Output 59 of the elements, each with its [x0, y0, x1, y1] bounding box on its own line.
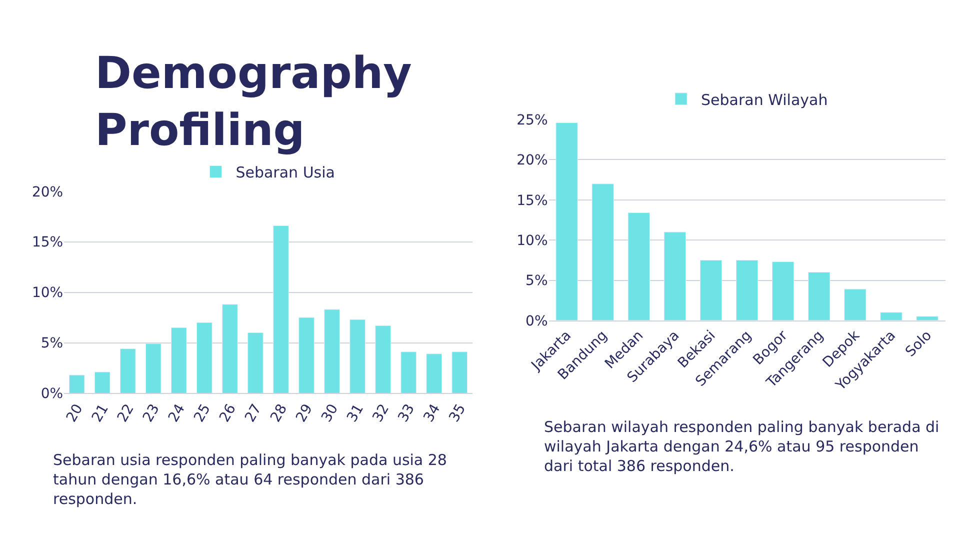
bar: [916, 316, 938, 320]
bar: [324, 309, 340, 394]
bar: [222, 304, 238, 394]
text: Sebaran wilayah responden paling banyak berada di wilayah Jakarta dengan 24,6% atau 95 responden dari total 386 responden.: [544, 418, 940, 475]
bar: [196, 322, 212, 394]
y-tick-label: 15%: [516, 192, 548, 209]
bar: [452, 352, 468, 394]
x-tick-label: 32: [370, 402, 393, 425]
bar: [68, 374, 85, 394]
x-tick-label: 34: [420, 401, 444, 425]
x-tick-label: 29: [293, 402, 316, 425]
bar: [880, 312, 902, 320]
y-tick-label: 10%: [516, 232, 548, 249]
x-tick-label: 20: [64, 402, 86, 425]
x-tick-label: 30: [318, 402, 342, 425]
bar: [628, 212, 650, 320]
x-tick-label: 26: [216, 401, 240, 425]
legend-label: Sebaran Wilayah: [701, 90, 828, 109]
bar: [94, 372, 110, 394]
bar: [664, 232, 686, 320]
bar: [375, 325, 391, 394]
bar: [273, 225, 289, 394]
bar: [844, 288, 866, 320]
bar: [808, 272, 830, 320]
y-tick-label: 20%: [32, 184, 64, 200]
y-tick-label: 0%: [40, 386, 64, 402]
bar: [350, 319, 366, 394]
x-tick-label: 31: [344, 402, 368, 425]
y-tick-label: 15%: [32, 234, 64, 251]
bar: [700, 260, 722, 320]
y-tick-label: 5%: [40, 336, 64, 352]
y-tick-label: 5%: [526, 273, 548, 290]
x-tick-label: 23: [140, 402, 163, 425]
y-tick-label: 20%: [516, 152, 548, 169]
bar: [145, 344, 162, 394]
bar: [120, 348, 136, 394]
legend-label: Sebaran Usia: [236, 164, 335, 182]
x-tick-label: 28: [268, 402, 291, 425]
x-tick-label: 33: [395, 402, 418, 425]
x-tick-label: 22: [114, 402, 138, 425]
x-tick-label: 25: [191, 402, 214, 425]
x-tick-label: 35: [446, 402, 470, 425]
bar: [426, 354, 442, 394]
bar: [400, 352, 416, 394]
text: Sebaran usia responden paling banyak pada usia 28 tahun dengan 16,6% atau 64 responden dari 386 responden.: [53, 451, 447, 508]
bar: [170, 327, 187, 394]
y-tick-label: 0%: [526, 313, 548, 330]
bar: [556, 122, 578, 320]
x-tick-label: 27: [242, 402, 265, 425]
bar: [736, 260, 758, 320]
bar: [772, 262, 794, 320]
bar: [248, 332, 264, 394]
x-tick-label: 24: [166, 401, 188, 425]
x-tick-label: 21: [89, 402, 112, 425]
chart-title: Demography Profiling: [95, 48, 412, 156]
y-tick-label: 10%: [32, 285, 64, 302]
y-tick-label: 25%: [516, 112, 548, 128]
bar: [592, 184, 614, 320]
bar: [298, 317, 314, 394]
